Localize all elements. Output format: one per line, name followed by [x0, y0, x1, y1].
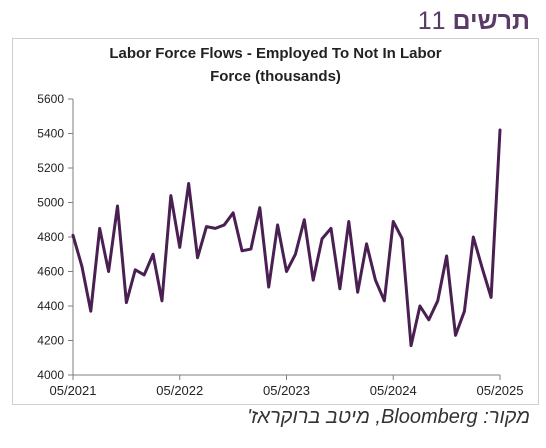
chart-frame: Labor Force Flows - Employed To Not In L…	[12, 38, 539, 405]
x-tick-label: 05/2023	[263, 383, 310, 398]
figure-heading: תרשים 11	[418, 4, 530, 38]
x-tick-label: 05/2022	[156, 383, 203, 398]
y-tick-label: 4600	[37, 265, 64, 279]
y-tick-label: 5000	[37, 196, 64, 210]
figure-heading-number: 11	[417, 7, 446, 35]
series-line	[71, 128, 502, 348]
y-tick-label: 4400	[37, 299, 64, 313]
chart-title: Labor Force Flows - Employed To Not In L…	[13, 42, 538, 88]
y-tick-label: 5200	[37, 161, 64, 175]
figure-heading-word: תרשים	[452, 7, 530, 35]
chart-title-line-2: Force (thousands)	[210, 68, 341, 85]
x-tick-label: 05/2021	[50, 383, 97, 398]
y-tick-label: 5400	[37, 127, 64, 141]
y-tick-label: 4800	[37, 230, 64, 244]
y-tick-label: 4000	[37, 368, 64, 382]
x-tick-label: 05/2024	[370, 383, 417, 398]
chart-title-line-1: Labor Force Flows - Employed To Not In L…	[109, 45, 442, 62]
x-tick-label: 05/2025	[477, 383, 524, 398]
source-note: מקור: Bloomberg, מיטב ברוקראז'	[247, 406, 530, 428]
y-tick-label: 4200	[37, 334, 64, 348]
line-chart: 4000 4200 4400 4600 4800 5000 5200 5400 5600 05/2…	[37, 92, 524, 398]
y-tick-label: 5600	[37, 92, 64, 106]
